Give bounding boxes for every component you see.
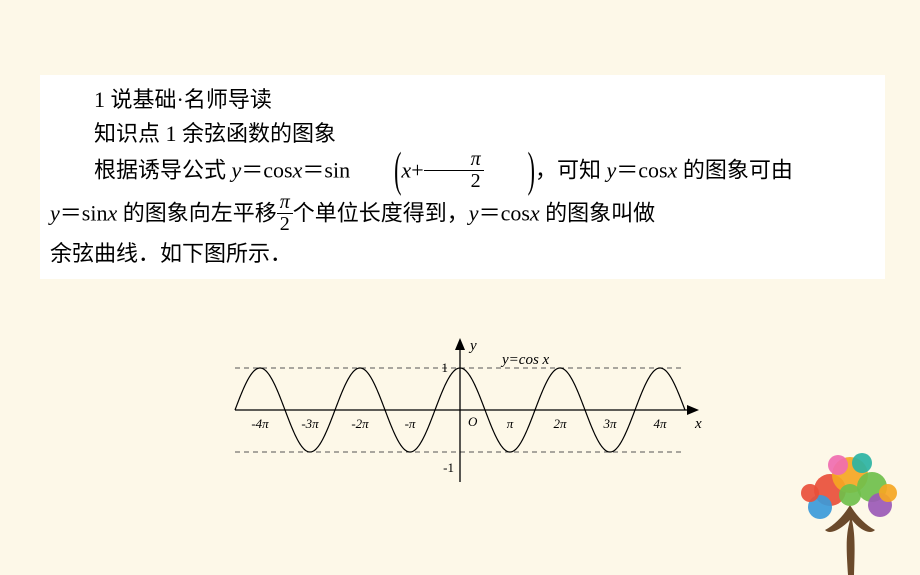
den-2-a: 2 [424,171,484,192]
svg-text:y=cos x: y=cos x [500,352,550,368]
eq-y4: y [469,201,479,226]
paragraph-2: y＝sinx 的图象向左平移π2个单位长度得到，y＝cosx 的图象叫做 [50,194,875,237]
p1b: ，可知 [535,158,607,183]
den-2-b: 2 [277,214,293,235]
eq-x2: x [401,158,411,183]
svg-text:2π: 2π [553,416,567,431]
svg-text:-3π: -3π [301,416,319,431]
eq-cos1: cos [263,158,292,183]
brain-tree-icon [780,435,920,575]
eq-eq4: ＝ [60,201,82,226]
p2a: 的图象向左平移 [117,201,277,226]
eq-sin1: sin [324,158,350,183]
cosine-chart: -4π -3π -2π -π π 2π 3π 4π O 1 -1 y x y=cos x [215,330,705,520]
eq-eq3: ＝ [616,158,638,183]
svg-text:O: O [468,414,478,429]
eq-x1: x [293,158,303,183]
eq-sin2: sin [82,201,108,226]
num-pi-a: π [424,149,484,171]
paragraph-1: 根据诱导公式 y＝cosx＝sin(x+π2)，可知 y＝cosx 的图象可由 [50,151,875,194]
rparen: ) [484,132,535,207]
eq-cos2: cos [638,158,667,183]
heading-1: 1 说基础·名师导读 [50,83,875,117]
svg-text:-π: -π [405,416,416,431]
svg-text:1: 1 [442,360,449,375]
svg-text:y: y [468,338,477,354]
eq-y2: y [606,158,616,183]
eq-eq2: ＝ [302,158,324,183]
svg-text:-4π: -4π [251,416,269,431]
p1c: 的图象可由 [677,158,793,183]
eq-x4: x [107,201,117,226]
svg-text:π: π [507,416,514,431]
eq-eq1: ＝ [241,158,263,183]
svg-text:3π: 3π [602,416,617,431]
eq-y1: y [232,158,242,183]
cosine-chart-svg: -4π -3π -2π -π π 2π 3π 4π O 1 -1 y x y=cos x [215,330,705,505]
p2c: 的图象叫做 [540,201,656,226]
heading-2: 知识点 1 余弦函数的图象 [50,117,875,151]
svg-text:4π: 4π [653,416,667,431]
corner-decoration [780,435,920,575]
svg-text:x: x [694,416,702,432]
num-pi-b: π [277,192,293,214]
frac-pi2-b: π2 [277,192,293,235]
svg-text:-2π: -2π [351,416,369,431]
frac-pi2-a: π2 [424,149,484,192]
lesson-text-block: 1 说基础·名师导读 知识点 1 余弦函数的图象 根据诱导公式 y＝cosx＝s… [40,75,885,279]
eq-y3: y [50,201,60,226]
eq-plus: + [411,158,423,183]
p1a: 根据诱导公式 [94,158,232,183]
lparen: ( [350,132,401,207]
eq-x3: x [668,158,678,183]
svg-text:-1: -1 [443,460,454,475]
paragraph-3: 余弦曲线．如下图所示． [50,237,875,271]
